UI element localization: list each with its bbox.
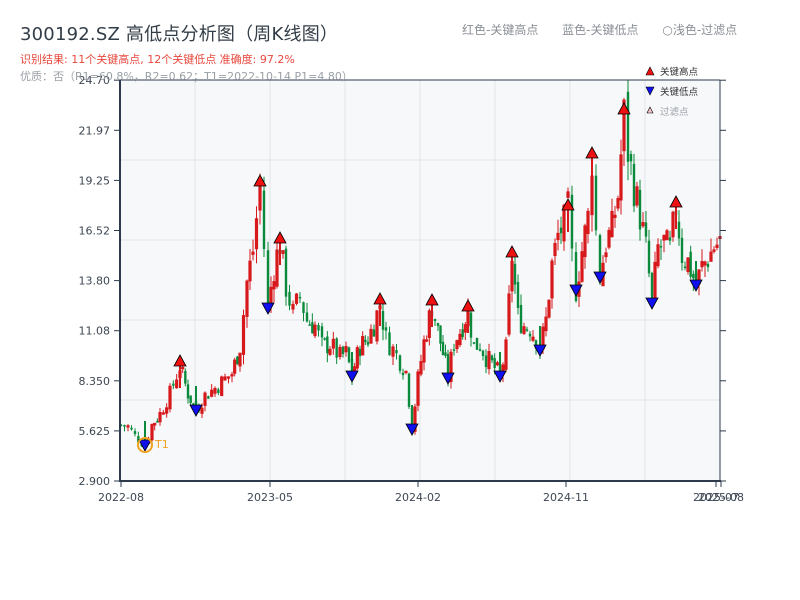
- legend-high-icon: [645, 66, 655, 76]
- key-low-marker-icon: [689, 279, 703, 292]
- key-high-marker-icon: [561, 198, 575, 211]
- grid-lines: [121, 80, 720, 480]
- key-low-marker-icon: [405, 423, 419, 436]
- x-axis-ticks: 2022-08 2023-05 2024-02 2024-11 2025-072025-…: [98, 481, 744, 504]
- key-high-marker-icon: [373, 292, 387, 305]
- legend-low-label: 关键低点: [660, 86, 699, 98]
- legend-text-filtered: ○浅色-过滤点: [662, 23, 738, 37]
- key-low-marker-icon: [645, 297, 659, 310]
- key-low-marker-icon: [493, 370, 507, 383]
- y-tick-label: 8.350: [79, 375, 111, 388]
- chart-title: 300192.SZ 高低点分析图（周K线图）: [20, 24, 339, 45]
- x-tick-label: 2025-08: [698, 491, 744, 504]
- key-high-marker-icon: [253, 174, 267, 187]
- key-low-marker-icon: [533, 344, 547, 357]
- x-tick-label: 2023-05: [247, 491, 293, 504]
- y-tick-label: 2.900: [79, 475, 111, 488]
- key-point-markers: [138, 102, 703, 452]
- recognition-summary: 识别结果: 11个关键高点, 12个关键低点 准确度: 97.2%: [20, 53, 295, 66]
- key-high-marker-icon: [461, 299, 475, 312]
- key-high-marker-icon: [505, 245, 519, 258]
- legend-high-label: 关键高点: [660, 66, 699, 78]
- key-high-marker-icon: [585, 146, 599, 159]
- key-high-marker-icon: [669, 195, 683, 208]
- legend-low-icon: [645, 86, 655, 96]
- legend-text-red-high: 红色-关键高点: [462, 23, 539, 37]
- x-tick-label: 2024-11: [543, 491, 589, 504]
- key-low-marker-icon: [441, 372, 455, 385]
- key-low-marker-icon: [189, 404, 203, 417]
- y-tick-label: 5.625: [79, 425, 111, 438]
- t1-annotation: T1: [137, 437, 169, 453]
- y-tick-label: 16.52: [79, 225, 111, 238]
- x-tick-label: 2025-07: [693, 491, 739, 504]
- y-tick-label: 11.08: [79, 325, 111, 338]
- legend-text-blue-low: 蓝色-关键低点: [562, 23, 639, 37]
- key-high-marker-icon: [273, 231, 287, 244]
- key-low-marker-icon: [593, 271, 607, 284]
- legend-filtered-icon: [646, 106, 654, 114]
- color-legend-text: 红色-关键高点 蓝色-关键低点 ○浅色-过滤点: [462, 21, 737, 38]
- key-low-marker-icon: [261, 302, 275, 315]
- marker-legend: 关键高点 关键低点 过滤点: [645, 66, 699, 118]
- y-axis-ticks: 2.900 5.625 8.350 11.08 13.80 16.52 19.25 21.97…: [79, 74, 726, 488]
- x-tick-label: 2022-08: [98, 491, 144, 504]
- x-tick-label: 2024-02: [395, 491, 441, 504]
- y-tick-label: 21.97: [79, 124, 111, 137]
- key-high-marker-icon: [425, 293, 439, 306]
- quality-info: 优质：否（R1=60.8%，R2=0.62；T1=2022-10-14 P1=4…: [20, 70, 353, 83]
- key-high-marker-icon: [173, 354, 187, 367]
- key-low-marker-icon: [138, 439, 152, 452]
- y-tick-label: 24.70: [79, 74, 111, 87]
- key-low-marker-icon: [345, 370, 359, 383]
- y-tick-label: 13.80: [79, 275, 111, 288]
- t1-label: T1: [154, 438, 169, 451]
- key-high-marker-icon: [617, 102, 631, 115]
- key-low-marker-icon: [569, 284, 583, 297]
- y-tick-label: 19.25: [79, 174, 111, 187]
- t1-ring-icon: [137, 437, 153, 453]
- legend-filtered-label: 过滤点: [660, 106, 689, 118]
